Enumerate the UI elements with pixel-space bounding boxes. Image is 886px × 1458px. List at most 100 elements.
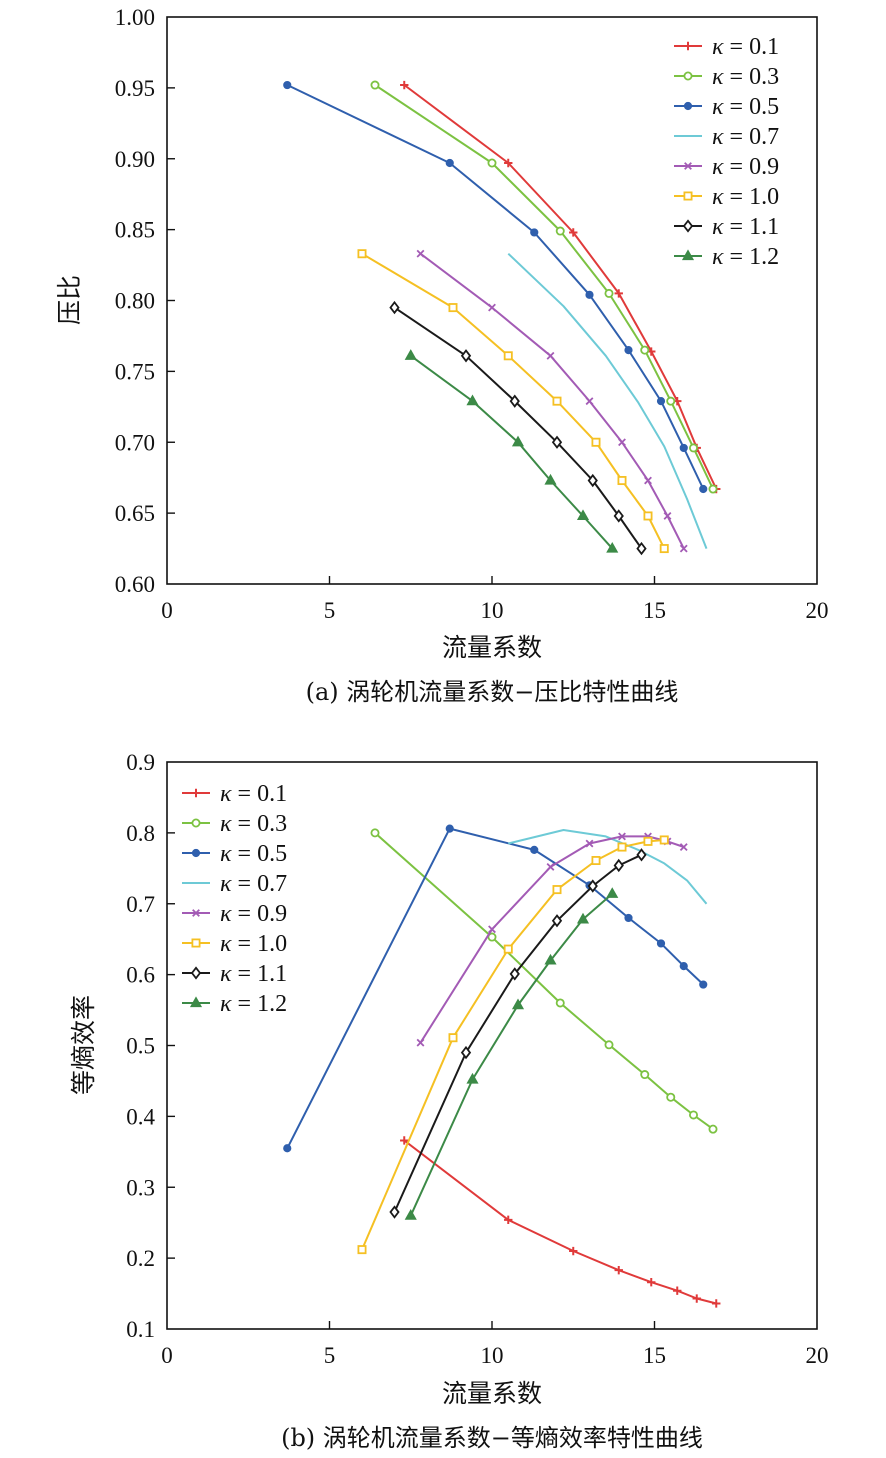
data-point <box>530 228 539 237</box>
series-6 <box>357 835 669 1255</box>
series-line <box>410 354 614 550</box>
legend-label: κ = 0.7 <box>220 871 287 897</box>
data-point <box>636 541 647 556</box>
data-point <box>511 998 525 1010</box>
legend-label: κ = 0.9 <box>220 901 287 927</box>
data-point <box>416 1038 425 1047</box>
series-2 <box>370 828 718 1134</box>
legend-value: = 0.3 <box>724 64 780 90</box>
series-group-a <box>283 80 721 556</box>
data-point <box>643 511 653 521</box>
data-point <box>389 1205 400 1219</box>
legend-item: κ = 0.1 <box>674 34 779 60</box>
legend-marker <box>683 41 693 51</box>
data-point <box>712 1299 721 1308</box>
data-point <box>699 484 708 494</box>
series-3 <box>283 80 708 494</box>
legend-item: κ = 1.0 <box>182 931 287 957</box>
series-line <box>419 252 685 550</box>
x-axis-title-a: 流量系数 <box>442 633 542 662</box>
data-point <box>585 397 594 406</box>
data-point <box>551 435 563 449</box>
series-5 <box>416 832 688 1047</box>
data-point <box>604 1040 614 1050</box>
legend-value: = 0.1 <box>724 34 780 60</box>
data-point <box>552 885 562 895</box>
series-1 <box>400 80 721 494</box>
data-point <box>503 351 513 361</box>
legend-marker <box>191 788 201 798</box>
data-point <box>679 843 688 851</box>
data-point <box>663 512 672 520</box>
legend-value: = 0.9 <box>724 154 780 180</box>
data-point <box>591 856 601 866</box>
data-point <box>416 249 425 258</box>
y-axis-ticks-a: 0.60 0.65 0.70 0.75 0.80 0.85 0.90 0.95 1.00 <box>115 5 175 597</box>
data-point <box>659 835 669 845</box>
data-point <box>448 1033 458 1043</box>
legend-item: κ = 0.5 <box>674 94 779 120</box>
data-point <box>544 473 557 485</box>
x-tick-label: 5 <box>324 598 336 623</box>
data-point <box>569 1246 578 1256</box>
legend-value: = 1.0 <box>232 931 288 957</box>
legend-marker <box>683 191 693 201</box>
legend-kappa-symbol: κ <box>220 811 232 837</box>
data-point <box>587 473 598 488</box>
data-point <box>544 953 557 965</box>
legend-label: κ = 0.1 <box>220 781 287 807</box>
data-point <box>509 967 520 981</box>
data-point <box>400 1136 409 1145</box>
data-point <box>555 226 565 236</box>
data-point <box>699 980 708 989</box>
y-tick-label: 0.60 <box>115 572 155 597</box>
data-point <box>460 349 472 363</box>
legend-label: κ = 0.9 <box>712 154 779 180</box>
y-axis-title-b: 等熵效率 <box>69 995 98 1095</box>
data-point <box>708 1124 718 1134</box>
data-point <box>487 932 497 942</box>
data-point <box>643 836 653 846</box>
data-point <box>613 858 624 873</box>
series-line <box>409 893 613 1217</box>
data-point <box>585 290 594 299</box>
data-point <box>370 828 380 838</box>
legend-kappa-symbol: κ <box>220 931 232 957</box>
legend-kappa-symbol: κ <box>220 781 232 807</box>
legend-a: κ = 0.1κ = 0.3κ = 0.5κ = 0.7κ = 0.9κ = 1… <box>674 34 779 270</box>
x-tick-label: 15 <box>643 598 666 623</box>
x-tick-label: 15 <box>643 1343 666 1368</box>
data-point <box>448 303 458 313</box>
chart-panel-a: 0 5 10 15 20 0.60 0.65 0.70 0.75 0.80 0.85 0.90 0.9… <box>55 5 829 706</box>
y-tick-label: 0.5 <box>126 1034 155 1059</box>
y-tick-label: 0.1 <box>126 1317 155 1342</box>
legend-value: = 0.7 <box>724 124 780 150</box>
legend-value: = 1.1 <box>232 961 288 987</box>
y-axis-ticks-b: 0.1 0.2 0.3 0.4 0.5 0.6 0.7 0.8 0.9 <box>126 750 175 1342</box>
legend-item: κ = 0.7 <box>182 871 287 897</box>
data-point <box>546 351 555 360</box>
series-line <box>508 829 708 905</box>
legend-label: κ = 1.1 <box>712 214 779 240</box>
legend-value: = 0.5 <box>232 841 288 867</box>
data-point <box>404 1208 417 1220</box>
legend-item: κ = 0.1 <box>182 781 287 807</box>
x-tick-label: 20 <box>806 1343 829 1368</box>
legend-item: κ = 0.9 <box>674 154 779 180</box>
legend-marker <box>191 818 201 828</box>
series-line <box>374 832 714 1130</box>
data-point <box>708 484 718 494</box>
data-point <box>624 913 633 923</box>
legend-marker <box>682 219 694 233</box>
series-line <box>286 84 705 490</box>
series-5 <box>416 249 688 553</box>
legend-item: κ = 1.2 <box>674 244 779 270</box>
legend-marker <box>191 848 201 858</box>
legend-kappa-symbol: κ <box>220 841 232 867</box>
y-tick-label: 0.75 <box>115 359 155 384</box>
legend-label: κ = 0.5 <box>220 841 287 867</box>
data-point <box>640 1070 650 1080</box>
legend-label: κ = 0.1 <box>712 34 779 60</box>
legend-kappa-symbol: κ <box>712 214 724 240</box>
y-tick-label: 0.7 <box>126 892 155 917</box>
